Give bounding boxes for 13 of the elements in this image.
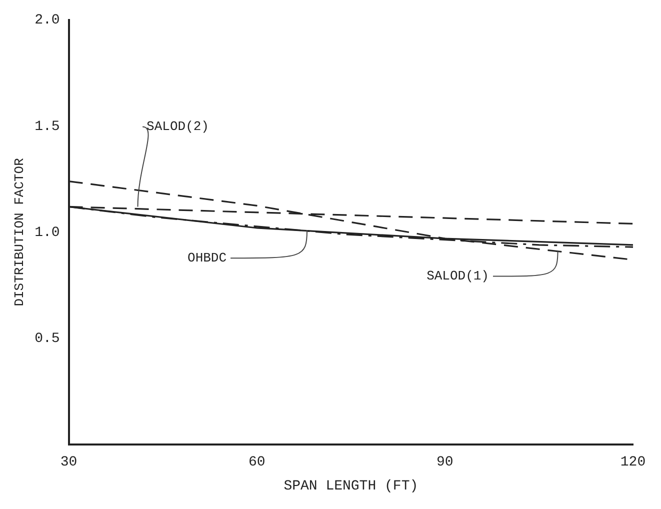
x-tick-label: 60: [248, 454, 266, 471]
y-axis-title: DISTRIBUTION FACTOR: [12, 158, 28, 306]
annotation: SALOD(2): [146, 119, 209, 134]
x-tick-label: 120: [620, 454, 646, 471]
y-tick-label: 2.0: [34, 12, 60, 29]
y-tick-label: 1.5: [34, 118, 60, 135]
x-tick-label: 30: [60, 454, 78, 471]
x-tick-label: 90: [436, 454, 454, 471]
y-tick-label: 1.0: [34, 224, 60, 241]
annotation: SALOD(1): [426, 268, 489, 284]
x-axis-title: SPAN LENGTH (FT): [284, 478, 418, 494]
annotation: OHBDC: [188, 250, 227, 266]
y-tick-label: 0.5: [34, 331, 60, 348]
